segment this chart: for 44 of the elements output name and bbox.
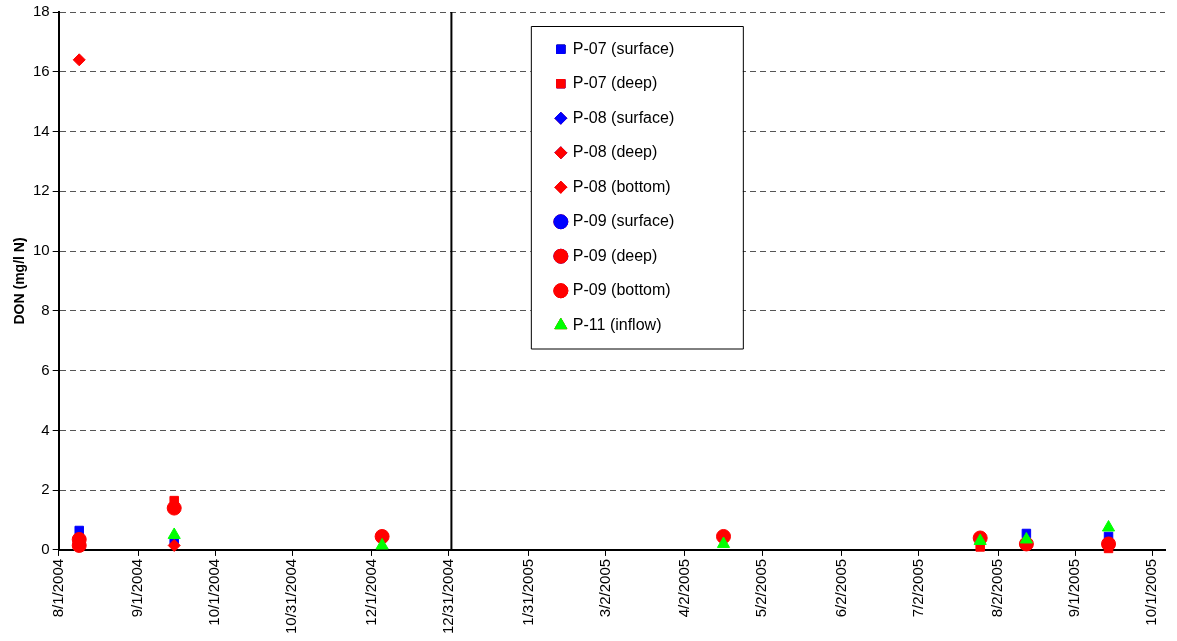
y-tick-label: 16: [33, 61, 50, 79]
x-tick-label: 9/1/2005: [1065, 558, 1083, 618]
legend-label: P-11 (inflow): [572, 315, 662, 333]
legend-label: P-07 (surface): [572, 39, 675, 57]
x-tick-label: 5/2/2005: [752, 558, 770, 618]
x-tick-label: 12/1/2004: [361, 558, 379, 626]
y-tick-label: 10: [33, 241, 50, 259]
point: [1019, 531, 1033, 544]
point: [167, 538, 181, 552]
y-tick-label: 2: [41, 480, 50, 498]
point: [1101, 536, 1117, 552]
legend-label: P-09 (surface): [572, 212, 675, 230]
point: [166, 500, 182, 516]
x-tick-label: 10/31/2004: [282, 558, 300, 634]
legend-label: P-08 (bottom): [572, 177, 671, 195]
x-tick-label: 8/1/2004: [48, 558, 66, 618]
x-tick-label: 10/1/2005: [1142, 558, 1160, 626]
legend-label: P-08 (surface): [572, 108, 675, 126]
legend-label: P-09 (bottom): [572, 281, 671, 299]
point: [716, 536, 731, 548]
legend-label: P-09 (deep): [572, 246, 658, 264]
y-tick-label: 18: [33, 2, 50, 20]
y-tick-label: 6: [41, 360, 50, 378]
point: [72, 53, 86, 67]
x-tick-label: 10/1/2004: [205, 558, 223, 626]
y-tick-label: 0: [41, 540, 50, 558]
x-tick-label: 8/2/2005: [988, 558, 1006, 618]
legend-label: P-07 (deep): [572, 74, 658, 92]
point: [167, 527, 181, 539]
x-tick-label: 9/1/2004: [128, 558, 146, 618]
y-tick-label: 8: [41, 300, 50, 318]
x-tick-label: 1/31/2005: [518, 558, 536, 626]
legend-label: P-08 (deep): [572, 143, 658, 161]
x-tick-label: 3/2/2005: [595, 558, 613, 618]
y-tick-label: 4: [41, 420, 50, 438]
y-tick-label: 14: [33, 121, 50, 139]
x-tick-label: 7/2/2005: [908, 558, 926, 618]
x-tick-label: 12/31/2004: [438, 558, 456, 634]
x-tick-label: 6/2/2005: [831, 558, 849, 618]
y-tick-label: 12: [33, 181, 50, 199]
x-tick-label: 4/2/2005: [675, 558, 693, 618]
point: [1101, 520, 1116, 532]
y-axis-title: DON (mg/l N): [10, 237, 27, 325]
point: [375, 537, 389, 550]
